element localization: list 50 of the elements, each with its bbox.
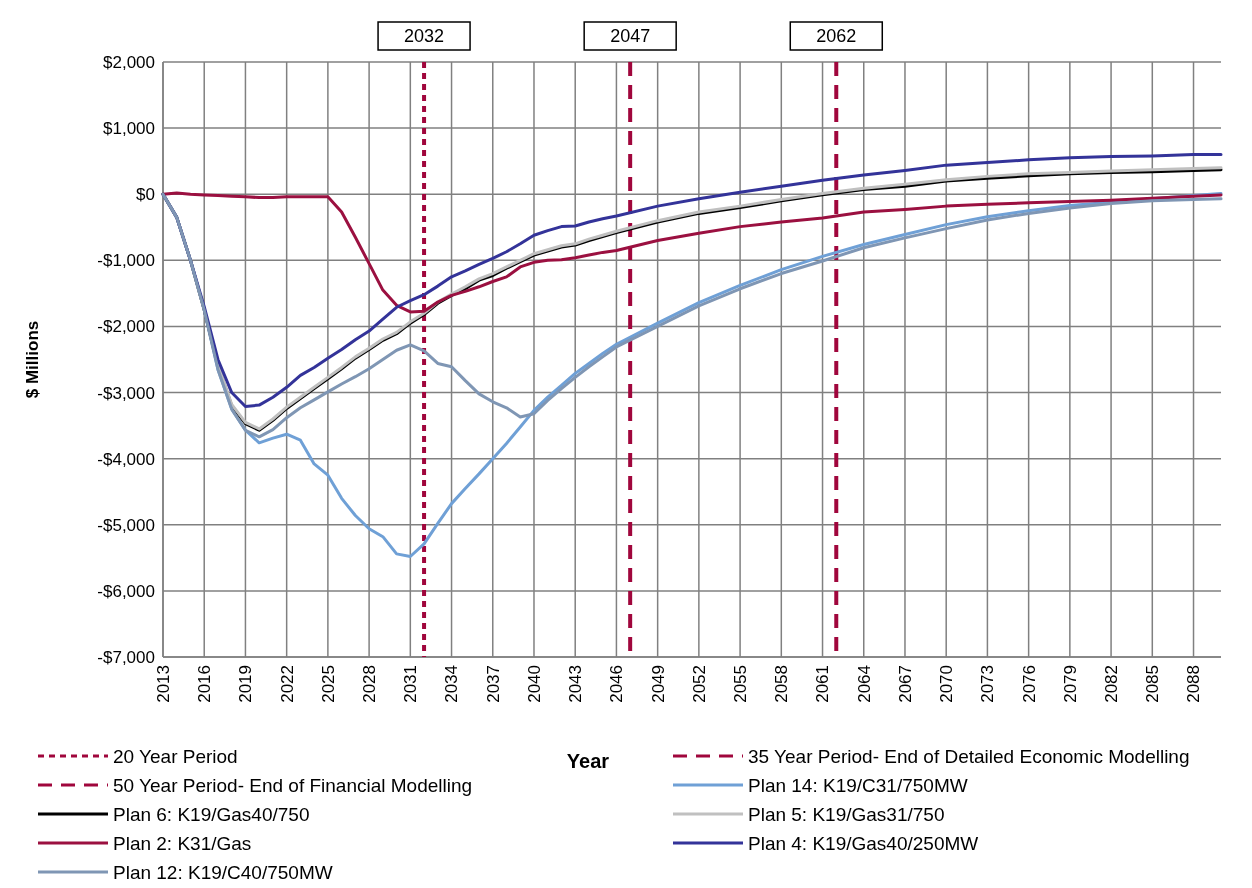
x-tick-label: 2079 xyxy=(1060,665,1080,703)
text: 2032 xyxy=(404,26,445,47)
x-tick-label: 2049 xyxy=(648,665,668,703)
x-tick-label: 2028 xyxy=(360,665,380,703)
y-tick-label: -$7,000 xyxy=(97,647,155,667)
y-tick-label: -$3,000 xyxy=(97,383,155,403)
y-tick-label: -$6,000 xyxy=(97,581,155,601)
x-tick-label: 2064 xyxy=(854,665,874,703)
x-tick-label: 2019 xyxy=(236,665,256,703)
x-tick-label: 2088 xyxy=(1184,665,1204,703)
legend-label: Plan 5: K19/Gas31/750 xyxy=(748,803,945,825)
y-tick-label: -$4,000 xyxy=(97,449,155,469)
x-tick-label: 2070 xyxy=(937,665,957,703)
x-tick-label: 2040 xyxy=(524,665,544,703)
legend-label: Plan 2: K31/Gas xyxy=(113,832,252,854)
y-axis-title: $ Millions xyxy=(23,320,42,399)
x-tick-label: 2016 xyxy=(195,665,215,703)
text: 2047 xyxy=(610,26,651,47)
x-tick-label: 2013 xyxy=(153,665,173,703)
x-tick-label: 2037 xyxy=(483,665,503,703)
legend-label: Plan 4: K19/Gas40/250MW xyxy=(748,832,979,854)
x-tick-label: 2076 xyxy=(1019,665,1039,703)
x-tick-label: 2034 xyxy=(442,665,462,703)
y-tick-label: -$5,000 xyxy=(97,515,155,535)
legend-label: 50 Year Period- End of Financial Modelling xyxy=(113,774,473,796)
x-tick-label: 2025 xyxy=(318,665,338,703)
x-tick-label: 2061 xyxy=(813,665,833,703)
x-tick-label: 2022 xyxy=(277,665,297,703)
legend-label: 20 Year Period xyxy=(113,745,238,767)
y-tick-label: -$1,000 xyxy=(97,251,155,271)
x-tick-label: 2052 xyxy=(689,665,709,703)
y-tick-label: $2,000 xyxy=(103,52,155,72)
x-tick-label: 2073 xyxy=(978,665,998,703)
x-tick-label: 2055 xyxy=(731,665,751,703)
legend-label: Plan 12: K19/C40/750MW xyxy=(113,861,333,883)
x-tick-label: 2082 xyxy=(1102,665,1122,703)
x-tick-label: 2067 xyxy=(895,665,915,703)
x-tick-label: 2031 xyxy=(401,665,421,703)
x-tick-label: 2043 xyxy=(566,665,586,703)
y-tick-label: $1,000 xyxy=(103,119,155,139)
y-tick-label: $0 xyxy=(136,185,155,205)
legend-label: Plan 6: K19/Gas40/750 xyxy=(113,803,310,825)
x-axis-title: Year xyxy=(566,750,610,772)
legend-label: Plan 14: K19/C31/750MW xyxy=(748,774,968,796)
x-tick-label: 2058 xyxy=(772,665,792,703)
legend-label: 35 Year Period- End of Detailed Economic Modelling xyxy=(748,745,1190,767)
y-tick-label: -$2,000 xyxy=(97,317,155,337)
x-tick-label: 2046 xyxy=(607,665,627,703)
x-tick-label: 2085 xyxy=(1143,665,1163,703)
text: 2062 xyxy=(816,26,857,47)
